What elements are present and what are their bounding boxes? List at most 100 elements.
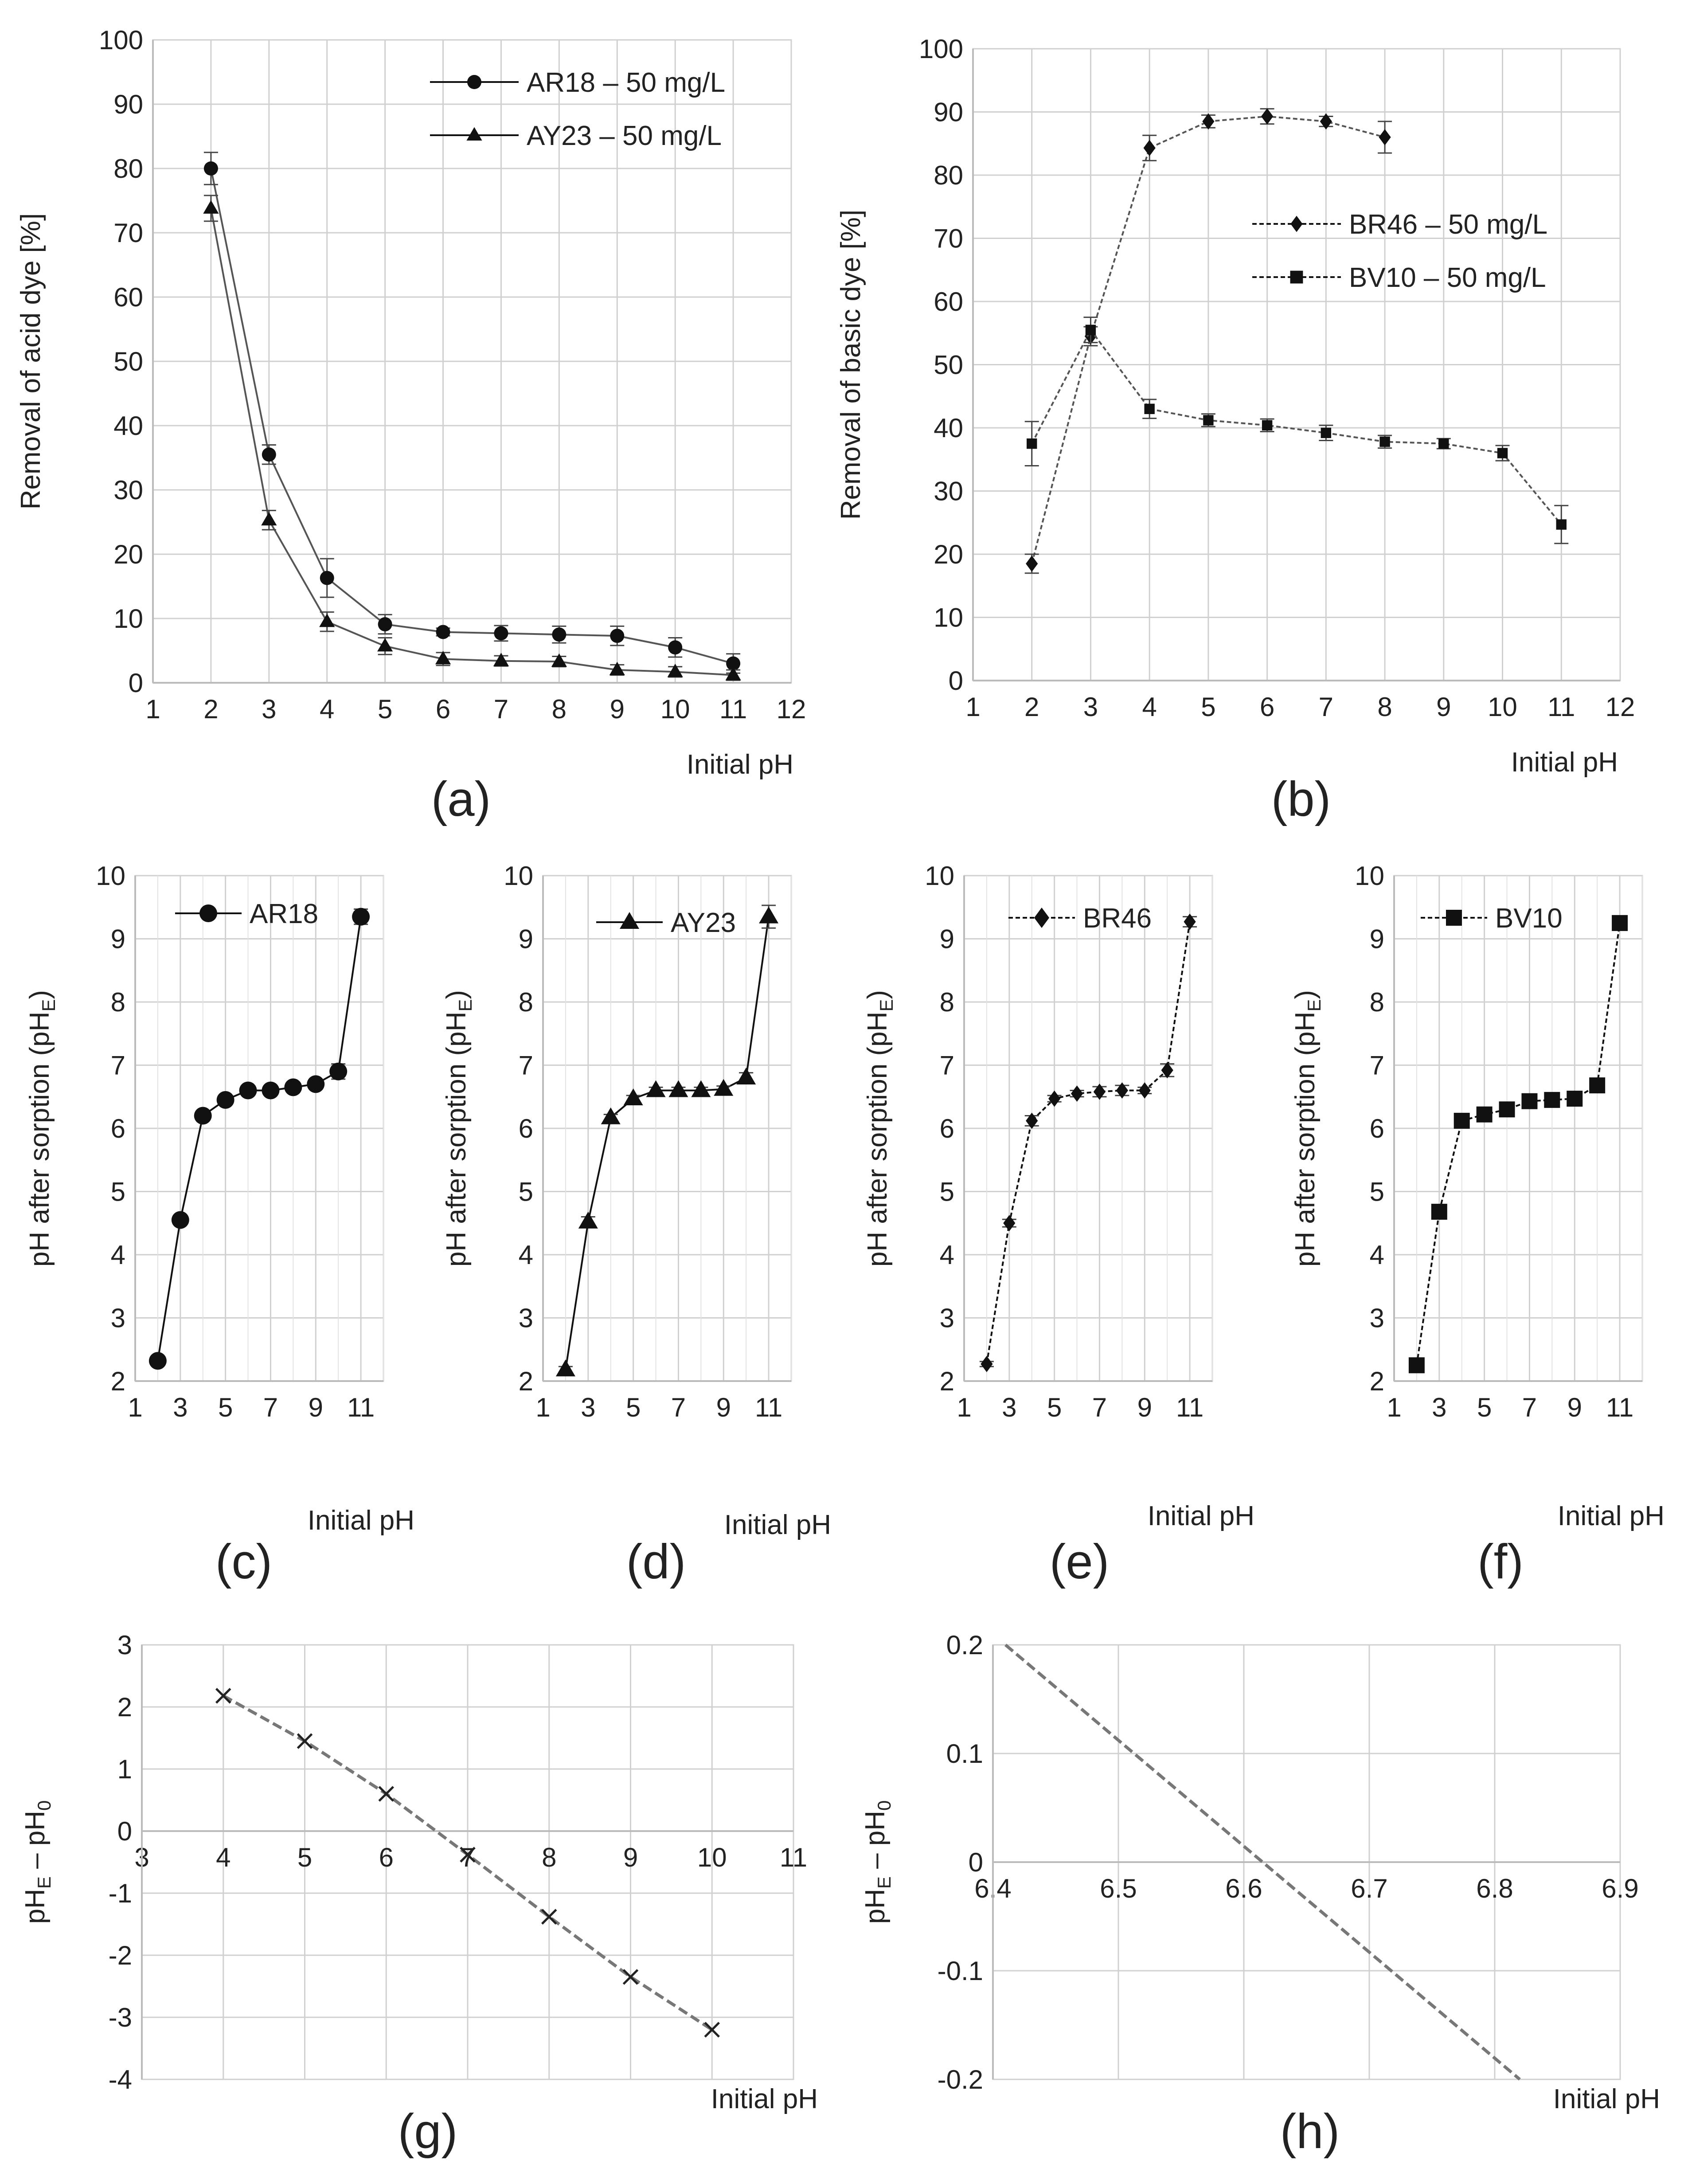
x-tick-label: 4 — [216, 1843, 231, 1872]
legend-label: BV10 – 50 mg/L — [1349, 262, 1546, 293]
x-tick-label: 8 — [542, 1843, 556, 1872]
data-point-square — [1499, 1101, 1515, 1118]
legend-label: BR46 – 50 mg/L — [1349, 209, 1547, 240]
y-axis-label-text: pH — [860, 1889, 891, 1924]
data-point-circle — [203, 161, 218, 176]
x-tick-label: 12 — [1606, 692, 1635, 722]
legend-label: BV10 — [1495, 903, 1563, 934]
x-tick-label: 5 — [626, 1393, 641, 1422]
y-axis-label-text: ) — [24, 990, 55, 999]
x-tick-label: 3 — [1432, 1393, 1446, 1422]
y-axis-label: Removal of basic dye [%] — [836, 210, 866, 520]
data-point-diamond — [1003, 1215, 1016, 1232]
data-point-diamond — [1202, 113, 1215, 130]
y-axis-label-subscript: E — [1304, 999, 1325, 1012]
x-tick-label: 5 — [1477, 1393, 1492, 1422]
y-axis-label-text: ) — [441, 990, 472, 999]
legend-marker — [467, 75, 481, 89]
y-tick-label: 6 — [1370, 1114, 1384, 1143]
data-point-square — [1085, 325, 1096, 335]
x-marker-stroke — [297, 1733, 313, 1749]
data-point-x — [704, 2022, 720, 2038]
y-tick-label: 7 — [940, 1051, 954, 1080]
data-point-triangle — [668, 1080, 688, 1097]
legend-marker — [466, 127, 482, 141]
data-point-diamond — [1261, 108, 1274, 125]
data-point-triangle — [736, 1068, 756, 1084]
data-point-circle — [284, 1078, 302, 1096]
data-point-triangle — [551, 653, 567, 667]
data-point-circle — [262, 1081, 280, 1100]
y-tick-label: 0 — [117, 1816, 132, 1846]
x-axis-label: Initial pH — [687, 749, 793, 780]
x-tick-label: 7 — [494, 694, 508, 724]
x-tick-label: 9 — [623, 1843, 638, 1872]
data-point-triangle — [667, 663, 683, 677]
x-tick-label: 11 — [347, 1393, 375, 1422]
x-tick-label: 1 — [128, 1393, 142, 1422]
data-point-diamond — [1026, 1112, 1038, 1129]
x-marker-stroke — [541, 1909, 557, 1925]
y-tick-label: 2 — [111, 1366, 125, 1396]
data-point-circle — [726, 656, 741, 671]
x-axis-label: Initial pH — [1148, 1501, 1254, 1531]
data-point-circle — [194, 1107, 212, 1125]
x-tick-label: 5 — [297, 1843, 312, 1872]
data-point-square — [1476, 1106, 1493, 1123]
y-tick-label: 9 — [111, 924, 125, 954]
y-tick-label: 1 — [117, 1754, 132, 1784]
y-tick-label: 100 — [99, 25, 143, 55]
y-tick-label: 9 — [1370, 924, 1384, 954]
legend-entry: AR18 — [175, 899, 318, 929]
panel-label: (b) — [1271, 772, 1331, 826]
chart-d: 2 3 4 5 6 7 8 9 10 1 3 5 7 9 11 Initial pH pH after sorp… — [441, 861, 831, 1589]
data-point-triangle — [609, 661, 625, 675]
panel-label: (c) — [215, 1534, 272, 1589]
data-point-triangle — [759, 906, 779, 924]
data-point-triangle — [578, 1211, 598, 1229]
data-point-square — [1431, 1204, 1447, 1220]
legend-marker — [620, 912, 639, 929]
y-tick-label: 8 — [1370, 987, 1384, 1017]
chart-e: 2 3 4 5 6 7 8 9 10 1 3 5 7 9 11 Initial pH pH after sorp… — [862, 861, 1254, 1589]
x-tick-label: 6.5 — [1100, 1874, 1137, 1903]
y-axis-label: pHE – pH0 — [20, 1800, 55, 1924]
y-tick-label: 10 — [934, 603, 963, 633]
y-tick-label: 0.2 — [946, 1630, 983, 1660]
data-point-diamond — [1048, 1090, 1061, 1107]
y-tick-label: 80 — [934, 160, 963, 190]
data-point-diamond — [1161, 1062, 1173, 1079]
data-point-triangle — [493, 653, 509, 666]
chart-f: 2 3 4 5 6 7 8 9 10 1 3 5 7 9 11 Initial pH pH after sorp… — [1290, 861, 1664, 1589]
series-line — [215, 1688, 720, 2038]
y-tick-label: 8 — [519, 987, 533, 1017]
y-axis-label-text: pH after sorption (pH — [1290, 1012, 1321, 1267]
data-point-triangle — [261, 512, 277, 526]
y-axis-label-text: pH after sorption (pH — [862, 1012, 893, 1267]
data-point-circle — [329, 1062, 348, 1080]
data-point-circle — [378, 617, 392, 632]
y-tick-label: 3 — [1370, 1303, 1384, 1333]
data-point-triangle — [714, 1079, 734, 1096]
data-point-square — [1379, 436, 1390, 447]
y-tick-label: -4 — [109, 2065, 132, 2094]
y-tick-label: 2 — [519, 1366, 533, 1396]
x-tick-label: 11 — [1176, 1393, 1203, 1422]
series-br46 — [979, 913, 1197, 1372]
y-axis-label: pH after sorption (pHE) — [862, 990, 897, 1267]
legend-label: BR46 — [1083, 903, 1152, 934]
legend-entry: AR18 – 50 mg/L — [430, 67, 725, 98]
y-tick-label: 30 — [113, 475, 143, 505]
y-tick-label: 6 — [111, 1114, 125, 1143]
legend-marker — [199, 904, 217, 922]
data-point-square — [1521, 1093, 1538, 1109]
y-tick-label: 2 — [1370, 1366, 1384, 1396]
data-point-x — [297, 1733, 313, 1749]
legend-marker — [1290, 270, 1303, 284]
x-axis-label: Initial pH — [1553, 2084, 1660, 2114]
y-tick-label: -1 — [109, 1879, 132, 1908]
y-tick-label: 3 — [940, 1303, 954, 1333]
y-tick-label: 90 — [113, 90, 143, 119]
x-tick-label: 7 — [1092, 1393, 1107, 1422]
data-point-circle — [171, 1211, 189, 1229]
